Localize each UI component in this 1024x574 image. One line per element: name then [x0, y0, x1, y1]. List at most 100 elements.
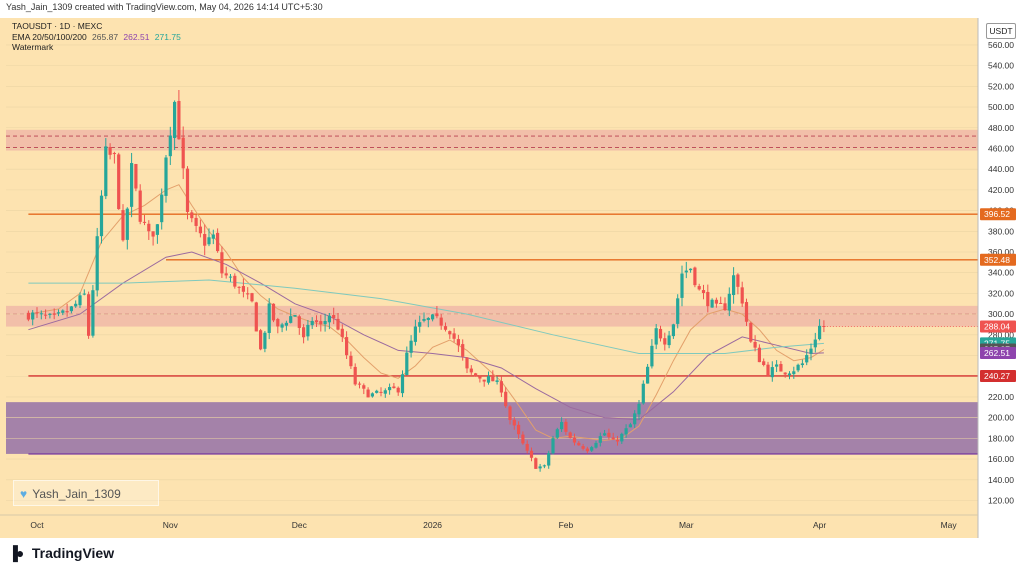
x-tick-label: 2026 [423, 520, 442, 530]
legend-watermark: Watermark [12, 42, 54, 52]
candle-up [130, 163, 134, 207]
y-tick-label: 560.00 [988, 40, 1014, 50]
watermark-username-text: Yash_Jain_1309 [32, 487, 121, 501]
candle-down [349, 355, 353, 367]
candle-down [259, 330, 263, 350]
candle-up [620, 433, 624, 442]
candle-down [448, 331, 452, 335]
candle-up [710, 299, 714, 308]
candle-up [31, 312, 35, 320]
candle-down [577, 442, 581, 446]
candle-down [435, 313, 439, 317]
candle-down [701, 290, 706, 294]
candle-down [517, 424, 521, 435]
candle-down [564, 421, 568, 432]
price-tags: 396.52352.48288.04271.75265.87262.51240.… [980, 208, 1016, 382]
y-tick-label: 380.00 [988, 226, 1014, 236]
candle-up [405, 352, 409, 376]
candle-down [508, 406, 512, 421]
candle-down [521, 434, 525, 444]
candle-down [762, 361, 766, 366]
candle-up [775, 364, 779, 367]
candle-up [538, 466, 542, 469]
candle-up [82, 293, 86, 295]
candle-up [267, 303, 271, 333]
candle-up [293, 315, 297, 317]
candle-down [297, 316, 301, 328]
candle-down [719, 302, 723, 304]
x-axis: Oct Nov Dec 2026 Feb Mar Apr May [30, 520, 957, 530]
candle-up [727, 293, 731, 311]
candle-up [310, 320, 314, 326]
candle-down [271, 303, 276, 321]
candle-down [138, 190, 142, 222]
candle-down [250, 293, 254, 302]
y-axis: 120.00140.00160.00180.00200.00220.00240.… [988, 40, 1014, 506]
candle-up [413, 326, 417, 342]
y-tick-label: 520.00 [988, 81, 1014, 91]
candle-up [39, 313, 43, 315]
price-tag-label: 396.52 [984, 209, 1010, 219]
levels-layer [28, 213, 978, 455]
candle-up [646, 366, 650, 384]
candle-up [228, 276, 233, 278]
candle-down [302, 327, 306, 338]
tradingview-logo-icon: ▐● [8, 545, 24, 561]
candle-up [555, 429, 559, 438]
candle-up [547, 453, 551, 466]
candle-up [74, 303, 78, 307]
candle-up [375, 390, 379, 393]
tradingview-logo[interactable]: ▐● TradingView [8, 545, 114, 561]
candle-up [603, 433, 607, 436]
candle-up [125, 208, 129, 240]
candle-down [142, 221, 147, 223]
candle-up [560, 422, 564, 430]
candle-down [26, 312, 30, 320]
candle-up [95, 236, 99, 291]
candle-up [732, 275, 736, 296]
candle-up [641, 383, 645, 404]
candle-down [108, 147, 112, 155]
candle-down [336, 318, 340, 330]
candle-up [370, 393, 374, 397]
candle-down [534, 458, 538, 469]
y-tick-label: 120.00 [988, 496, 1014, 506]
heart-icon: ♥ [20, 487, 28, 501]
candle-up [284, 322, 288, 326]
candle-up [383, 390, 387, 394]
candle-up [78, 295, 82, 306]
candle-up [388, 387, 392, 391]
y-tick-label: 140.00 [988, 475, 1014, 485]
price-tag-label: 240.27 [984, 371, 1010, 381]
candle-up [99, 195, 104, 237]
candle-down [697, 286, 701, 290]
candle-down [757, 347, 761, 363]
price-chart[interactable]: 120.00 140.00 160.00 180.00 200.00 220.00 240.… [0, 0, 1024, 540]
candles-layer [26, 89, 978, 472]
candle-down [581, 446, 585, 449]
candle-up [91, 290, 95, 336]
candle-down [340, 328, 344, 337]
candle-down [512, 419, 516, 426]
price-tag-box [980, 346, 1016, 359]
candle-up [590, 447, 594, 451]
candle-up [263, 332, 267, 349]
legend-ema-value-2: 262.51 [123, 31, 150, 42]
candle-up [289, 316, 293, 323]
y-tick-label: 220.00 [988, 392, 1014, 402]
candle-down [276, 319, 280, 327]
candle-down [693, 267, 697, 286]
ema-line [28, 251, 824, 421]
candle-down [611, 437, 615, 440]
candle-down [392, 386, 396, 389]
candle-down [568, 432, 572, 438]
candle-up [104, 146, 108, 197]
currency-button[interactable]: USDT [986, 23, 1016, 39]
candle-up [818, 325, 822, 340]
zone-demand [6, 402, 978, 454]
candle-down [224, 273, 228, 276]
x-tick-label: Apr [813, 520, 826, 530]
y-tick-label: 420.00 [988, 185, 1014, 195]
candle-down [525, 443, 529, 451]
x-tick-label: Oct [30, 520, 44, 530]
